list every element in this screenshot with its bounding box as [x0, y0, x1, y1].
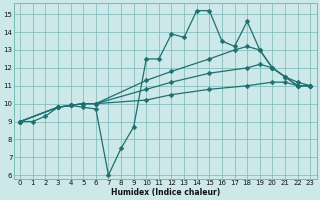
X-axis label: Humidex (Indice chaleur): Humidex (Indice chaleur): [111, 188, 220, 197]
